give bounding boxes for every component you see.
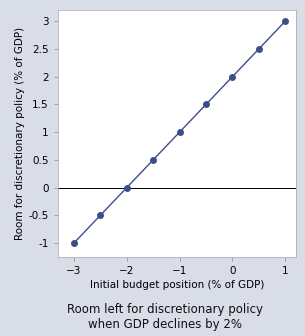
Point xyxy=(203,102,208,107)
Point xyxy=(71,241,76,246)
Point xyxy=(151,157,156,163)
X-axis label: Initial budget position (% of GDP): Initial budget position (% of GDP) xyxy=(90,280,264,290)
Point xyxy=(177,129,182,135)
Point xyxy=(257,46,261,52)
Point xyxy=(230,74,235,79)
Point xyxy=(283,18,288,24)
Text: Room left for discretionary policy
when GDP declines by 2%: Room left for discretionary policy when … xyxy=(67,303,263,331)
Y-axis label: Room for discretionary policy (% of GDP): Room for discretionary policy (% of GDP) xyxy=(15,27,24,240)
Point xyxy=(98,213,103,218)
Point xyxy=(124,185,129,191)
